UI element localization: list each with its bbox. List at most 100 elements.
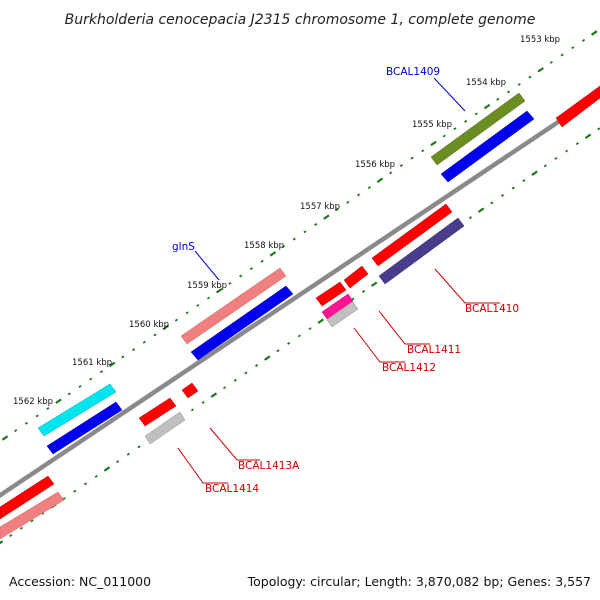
inner-scale-tick xyxy=(468,216,473,220)
scale-label-1562: 1562 kbp xyxy=(13,397,53,407)
inner-scale-tick xyxy=(137,445,141,449)
gene-bcal1410[interactable] xyxy=(378,217,465,285)
scale-label-1553: 1553 kbp xyxy=(520,35,560,45)
outer-scale-tick xyxy=(335,208,339,212)
outer-scale-tick xyxy=(367,186,371,190)
inner-scale-tick xyxy=(361,290,366,294)
outer-scale-tick xyxy=(1,435,9,441)
inner-scale-tick xyxy=(287,341,291,345)
outer-scale-tick xyxy=(78,384,82,388)
inner-scale-tick xyxy=(0,540,4,545)
inner-scale-tick xyxy=(115,460,120,464)
scale-label-1561: 1561 kbp xyxy=(72,358,112,368)
outer-scale-tick xyxy=(46,407,50,411)
inner-scale-tick xyxy=(83,482,88,486)
inner-scale-tick xyxy=(233,378,237,382)
inner-track xyxy=(0,203,465,540)
gene-cyan[interactable] xyxy=(37,383,117,437)
gene-red-1[interactable] xyxy=(371,203,453,267)
inner-scale-tick xyxy=(254,364,259,368)
outer-scale-tick xyxy=(356,193,361,197)
gene-label-bcal1409[interactable]: BCAL1409 xyxy=(386,66,440,78)
gene-bcal1411[interactable] xyxy=(321,293,354,320)
outer-scale-tick xyxy=(260,259,264,263)
gene-label-bcal1411[interactable]: BCAL1411 xyxy=(407,344,461,356)
outer-scale-tick xyxy=(506,90,511,94)
gene-label-bcal1413a[interactable]: BCAL1413A xyxy=(238,460,300,472)
outer-scale-tick xyxy=(215,287,223,294)
scale-dots xyxy=(0,30,600,545)
outer-scale-tick xyxy=(560,53,564,57)
gene-label-glns[interactable]: glnS xyxy=(172,241,195,253)
outer-scale-tick xyxy=(67,392,71,396)
callout-lines xyxy=(177,77,500,484)
outer-scale-tick xyxy=(376,177,384,184)
gene-red-2[interactable] xyxy=(343,265,369,289)
outer-scale-tick xyxy=(269,251,277,257)
scale-label-1556: 1556 kbp xyxy=(355,160,395,170)
gene-label-bcal1414[interactable]: BCAL1414 xyxy=(205,483,259,495)
gene-pink-left[interactable] xyxy=(0,491,65,540)
outer-scale-tick xyxy=(142,340,146,344)
outer-scale-tick xyxy=(581,38,586,42)
inner-scale-tick xyxy=(201,401,205,404)
inner-scale-tick xyxy=(73,489,77,493)
outer-scale-tick xyxy=(24,421,29,425)
inner-scale-tick xyxy=(490,201,494,205)
inner-scale-tick xyxy=(370,281,378,287)
outer-scale-tick xyxy=(442,134,446,138)
gene-bcal1414[interactable] xyxy=(144,411,186,445)
outer-scale-tick xyxy=(453,127,457,131)
gene-red-3[interactable] xyxy=(315,281,347,307)
gene-blue-1[interactable] xyxy=(440,110,535,183)
gene-blue-3[interactable] xyxy=(46,401,123,455)
outer-scale-tick xyxy=(410,156,414,160)
outer-scale-tick xyxy=(399,164,404,168)
outer-scale-tick xyxy=(474,112,478,116)
accession-text: Accession: NC_011000 xyxy=(9,574,151,589)
outer-scale-tick xyxy=(239,274,243,278)
inner-scale-tick xyxy=(500,193,505,197)
outer-scale-tick xyxy=(174,318,179,322)
inner-scale-tick xyxy=(41,511,45,515)
outer-scale-tick xyxy=(99,370,104,374)
inner-scale-tick xyxy=(522,179,526,183)
scale-labels: 1553 kbp 1554 kbp 1555 kbp 1556 kbp 1557… xyxy=(13,35,560,407)
chromosome-backbone xyxy=(0,91,600,499)
outer-scale-tick xyxy=(185,311,189,315)
inner-scale-tick xyxy=(511,186,515,190)
gene-red-4[interactable] xyxy=(138,397,177,427)
outer-scale-tick xyxy=(537,67,544,73)
outer-scale-tick xyxy=(590,30,598,36)
gene-red-left-outer[interactable] xyxy=(0,475,55,520)
gene-label-bcal1410[interactable]: BCAL1410 xyxy=(465,303,519,315)
inner-scale-tick xyxy=(244,371,248,375)
outer-scale-tick xyxy=(323,214,330,220)
outer-scale-tick xyxy=(89,377,93,381)
gene-red-right-edge[interactable] xyxy=(555,85,600,128)
inner-scale-tick xyxy=(190,408,195,412)
inner-scale-tick xyxy=(210,392,218,398)
inner-scale-tick xyxy=(575,142,579,146)
outer-scale-tick xyxy=(206,296,211,300)
inner-scale-tick xyxy=(531,170,538,176)
outer-scale-tick xyxy=(249,267,254,271)
inner-scale-tick xyxy=(554,156,558,160)
inner-scale-tick xyxy=(317,318,325,324)
gene-glns[interactable] xyxy=(180,267,287,345)
gene-label-bcal1412[interactable]: BCAL1412 xyxy=(382,362,436,374)
gene-bcal1409[interactable] xyxy=(430,92,526,166)
gene-bcal1413a[interactable] xyxy=(181,382,199,399)
outer-scale-tick xyxy=(464,119,468,123)
inner-scale-tick xyxy=(223,386,227,390)
gene-blue-2[interactable] xyxy=(190,285,294,361)
inner-scale-tick xyxy=(19,526,23,530)
gene-bcal1412[interactable] xyxy=(326,301,359,328)
inner-scale-tick xyxy=(264,355,271,361)
inner-scale-tick xyxy=(126,452,130,456)
inner-scale-tick xyxy=(94,474,98,478)
outer-scale-tick xyxy=(162,324,169,331)
outer-scale-tick xyxy=(496,97,500,101)
gene-labels: BCAL1409 glnS BCAL1410 BCAL1411 BCAL1412… xyxy=(172,66,519,495)
